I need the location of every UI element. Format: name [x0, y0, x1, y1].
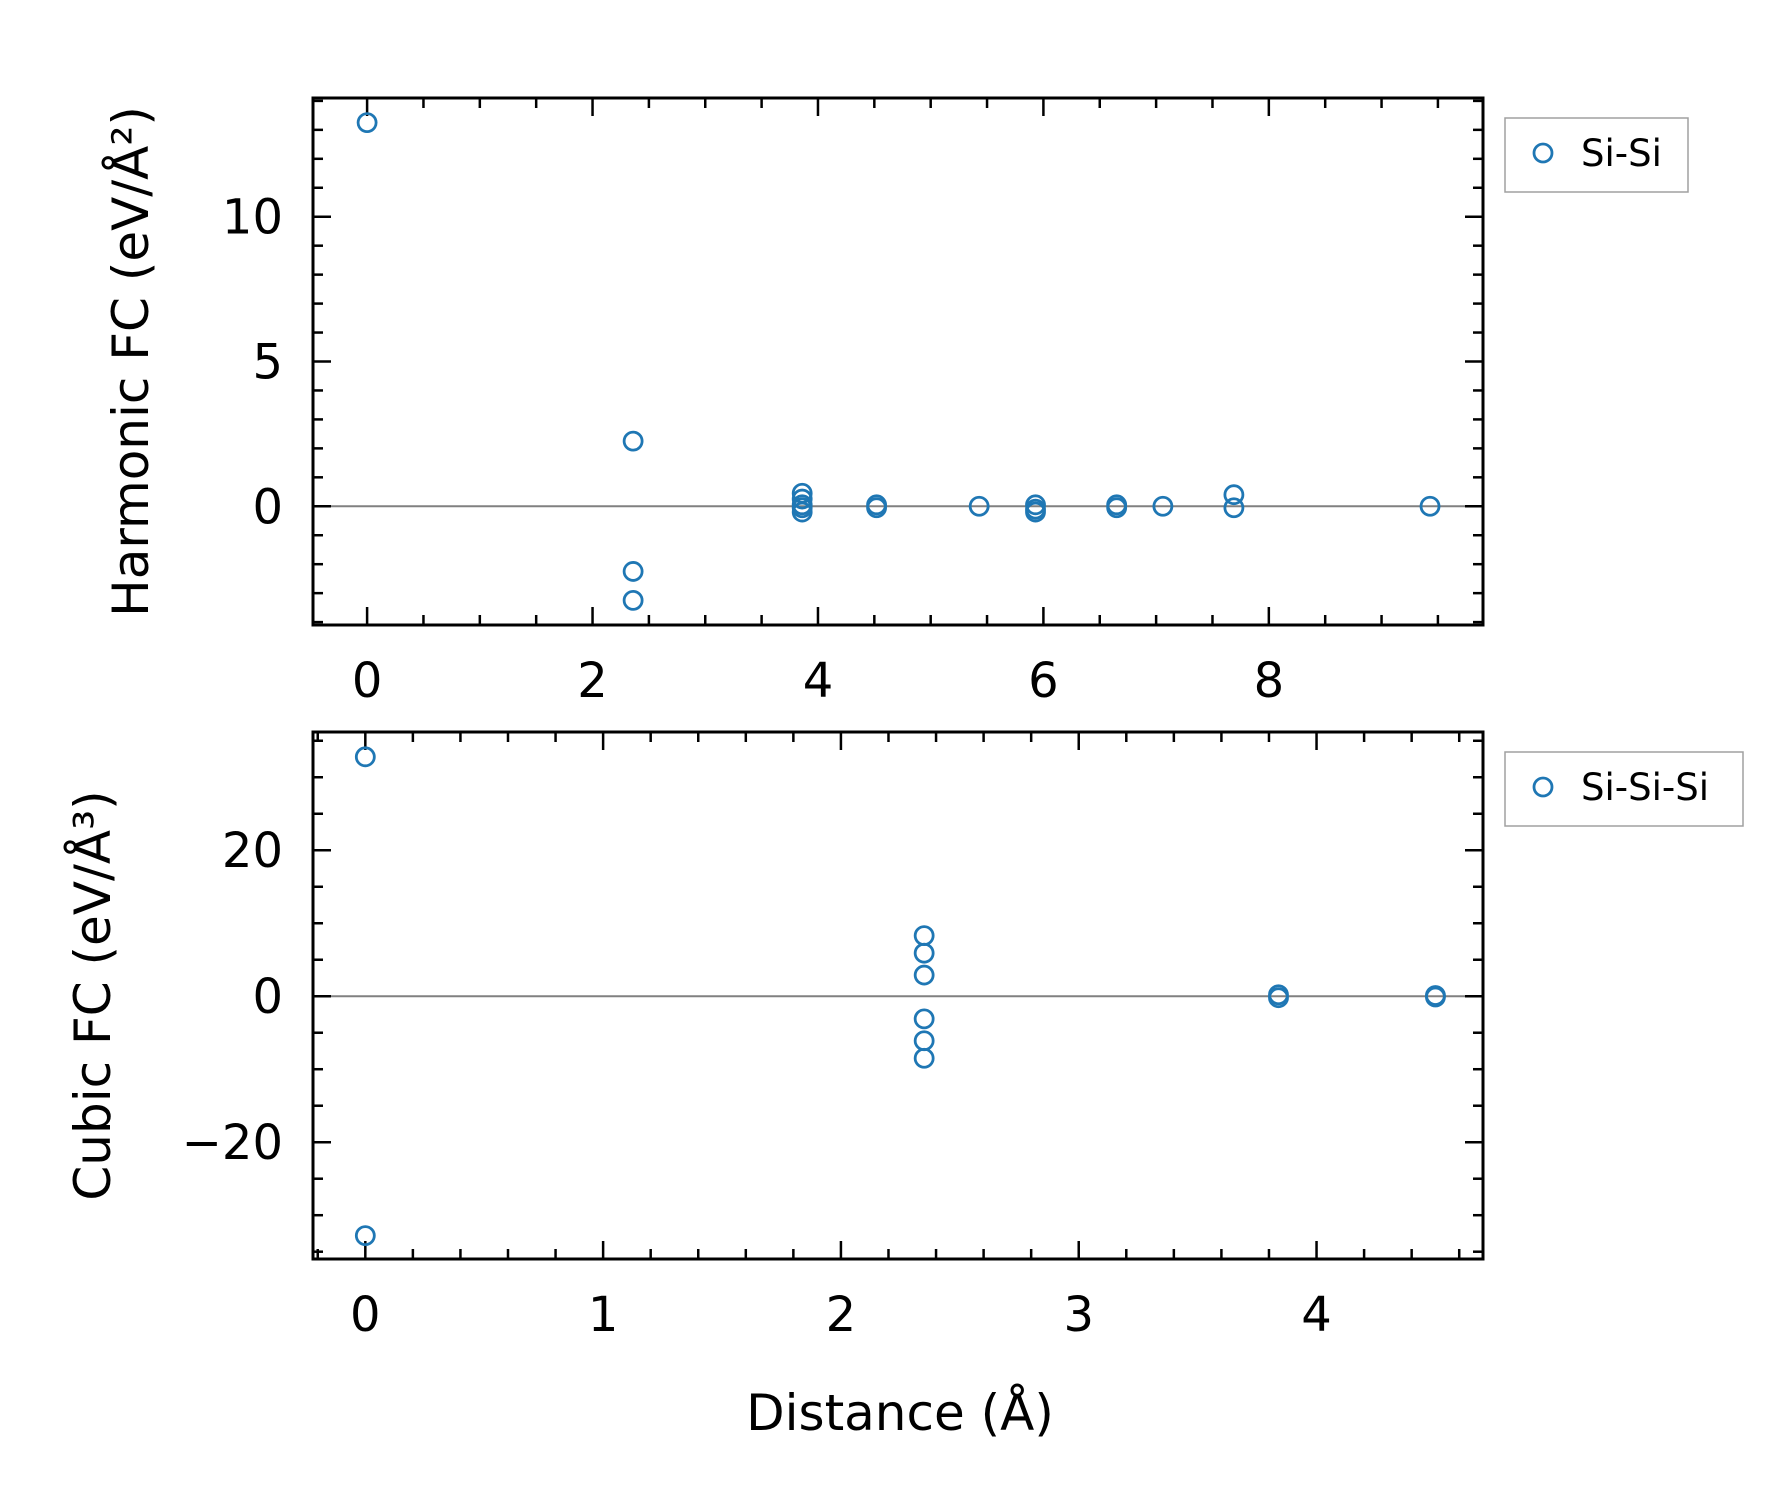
- data-point: [622, 589, 644, 611]
- data-point: [791, 501, 813, 523]
- data-point: [1223, 497, 1245, 519]
- y-axis-label: Cubic FC (eV/Å³): [64, 790, 122, 1200]
- x-tick-label: 1: [588, 1287, 619, 1343]
- axes-frame: [311, 96, 1485, 627]
- cubic-fc-panel: 0 1 2 3 4 −20 0 20 Cubic FC (eV/Å³) Si-Si-Si: [64, 730, 1744, 1343]
- x-tick-label: 6: [1028, 653, 1059, 709]
- y-tick-label: −20: [182, 1115, 283, 1171]
- data-point: [354, 746, 376, 768]
- x-tick-label: 2: [577, 653, 608, 709]
- x-axis-label: Distance (Å): [746, 1384, 1054, 1442]
- data-point: [1223, 484, 1245, 506]
- y-tick-label: 0: [252, 969, 283, 1025]
- axes-frame: [311, 730, 1485, 1261]
- x-tick-label: 8: [1254, 653, 1285, 709]
- data-point: [913, 1008, 935, 1030]
- data-point: [968, 495, 990, 517]
- legend-label: Si-Si-Si: [1581, 766, 1709, 809]
- data-point: [791, 488, 813, 510]
- data-point: [1268, 987, 1289, 1009]
- x-tick-label: 0: [350, 1287, 381, 1343]
- data-point: [913, 1047, 935, 1069]
- data-point: [356, 112, 378, 134]
- x-tick-label: 2: [826, 1287, 857, 1343]
- y-tick-label: 20: [222, 823, 283, 879]
- legend-marker: [1532, 142, 1554, 164]
- x-tick-label: 0: [352, 653, 383, 709]
- data-point: [913, 925, 935, 947]
- data-point: [1419, 495, 1441, 517]
- data-point: [913, 964, 935, 986]
- data-point: [1152, 495, 1174, 517]
- x-tick-label: 4: [803, 653, 834, 709]
- y-tick-label: 0: [252, 479, 283, 535]
- legend-box: [1504, 751, 1744, 827]
- x-tick-label: 4: [1301, 1287, 1332, 1343]
- legend-label: Si-Si: [1581, 132, 1662, 175]
- legend-marker: [1532, 776, 1554, 798]
- data-point: [913, 942, 935, 964]
- y-axis-label: Harmonic FC (eV/Å²): [102, 106, 160, 617]
- data-point: [1425, 986, 1446, 1008]
- y-tick-label: 10: [222, 190, 283, 246]
- x-tick-label: 3: [1063, 1287, 1094, 1343]
- data-point: [1025, 501, 1046, 523]
- data-point: [1106, 497, 1128, 519]
- data-point: [913, 1030, 935, 1052]
- data-point: [866, 497, 887, 519]
- data-point: [354, 1225, 376, 1247]
- data-point: [622, 561, 644, 582]
- data-point: [622, 430, 644, 452]
- y-tick-label: 5: [252, 335, 283, 391]
- harmonic-fc-panel: 0 2 4 6 8 0 5 10 Harmonic FC (eV/Å²) Si-Si: [102, 96, 1689, 709]
